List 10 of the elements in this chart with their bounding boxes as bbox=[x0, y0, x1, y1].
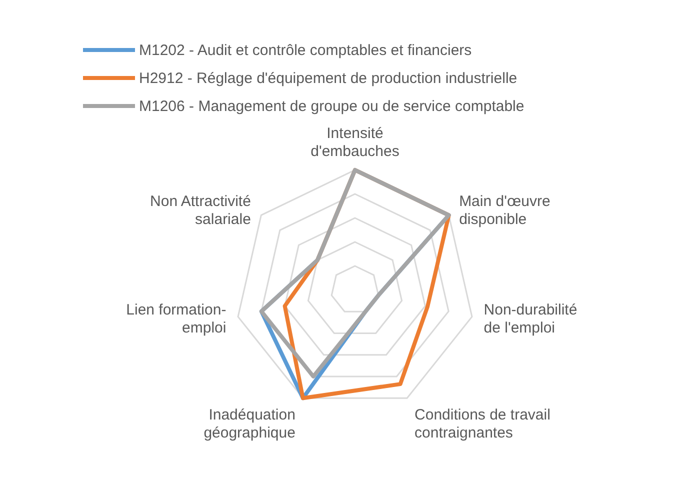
spoke-label: Intensité d'embauches bbox=[310, 125, 400, 160]
spoke-label: Inadéquation géographique bbox=[204, 406, 296, 442]
legend-label: M1202 - Audit et contrôle comptables et financiers bbox=[139, 42, 472, 58]
spoke-label: Main d'œuvre disponible bbox=[459, 193, 550, 228]
legend-label: M1206 - Management de groupe ou de service comptable bbox=[139, 98, 524, 114]
spoke-label: Lien formation-emploi bbox=[126, 301, 226, 336]
spoke-label: Conditions de travail contraignantes bbox=[414, 406, 550, 442]
spoke-label: Non-durabilité de l'emploi bbox=[484, 301, 578, 336]
spoke-label: Non Attractivité salariale bbox=[150, 193, 251, 228]
legend-label: H2912 - Réglage d'équipement de production industrielle bbox=[139, 70, 518, 86]
